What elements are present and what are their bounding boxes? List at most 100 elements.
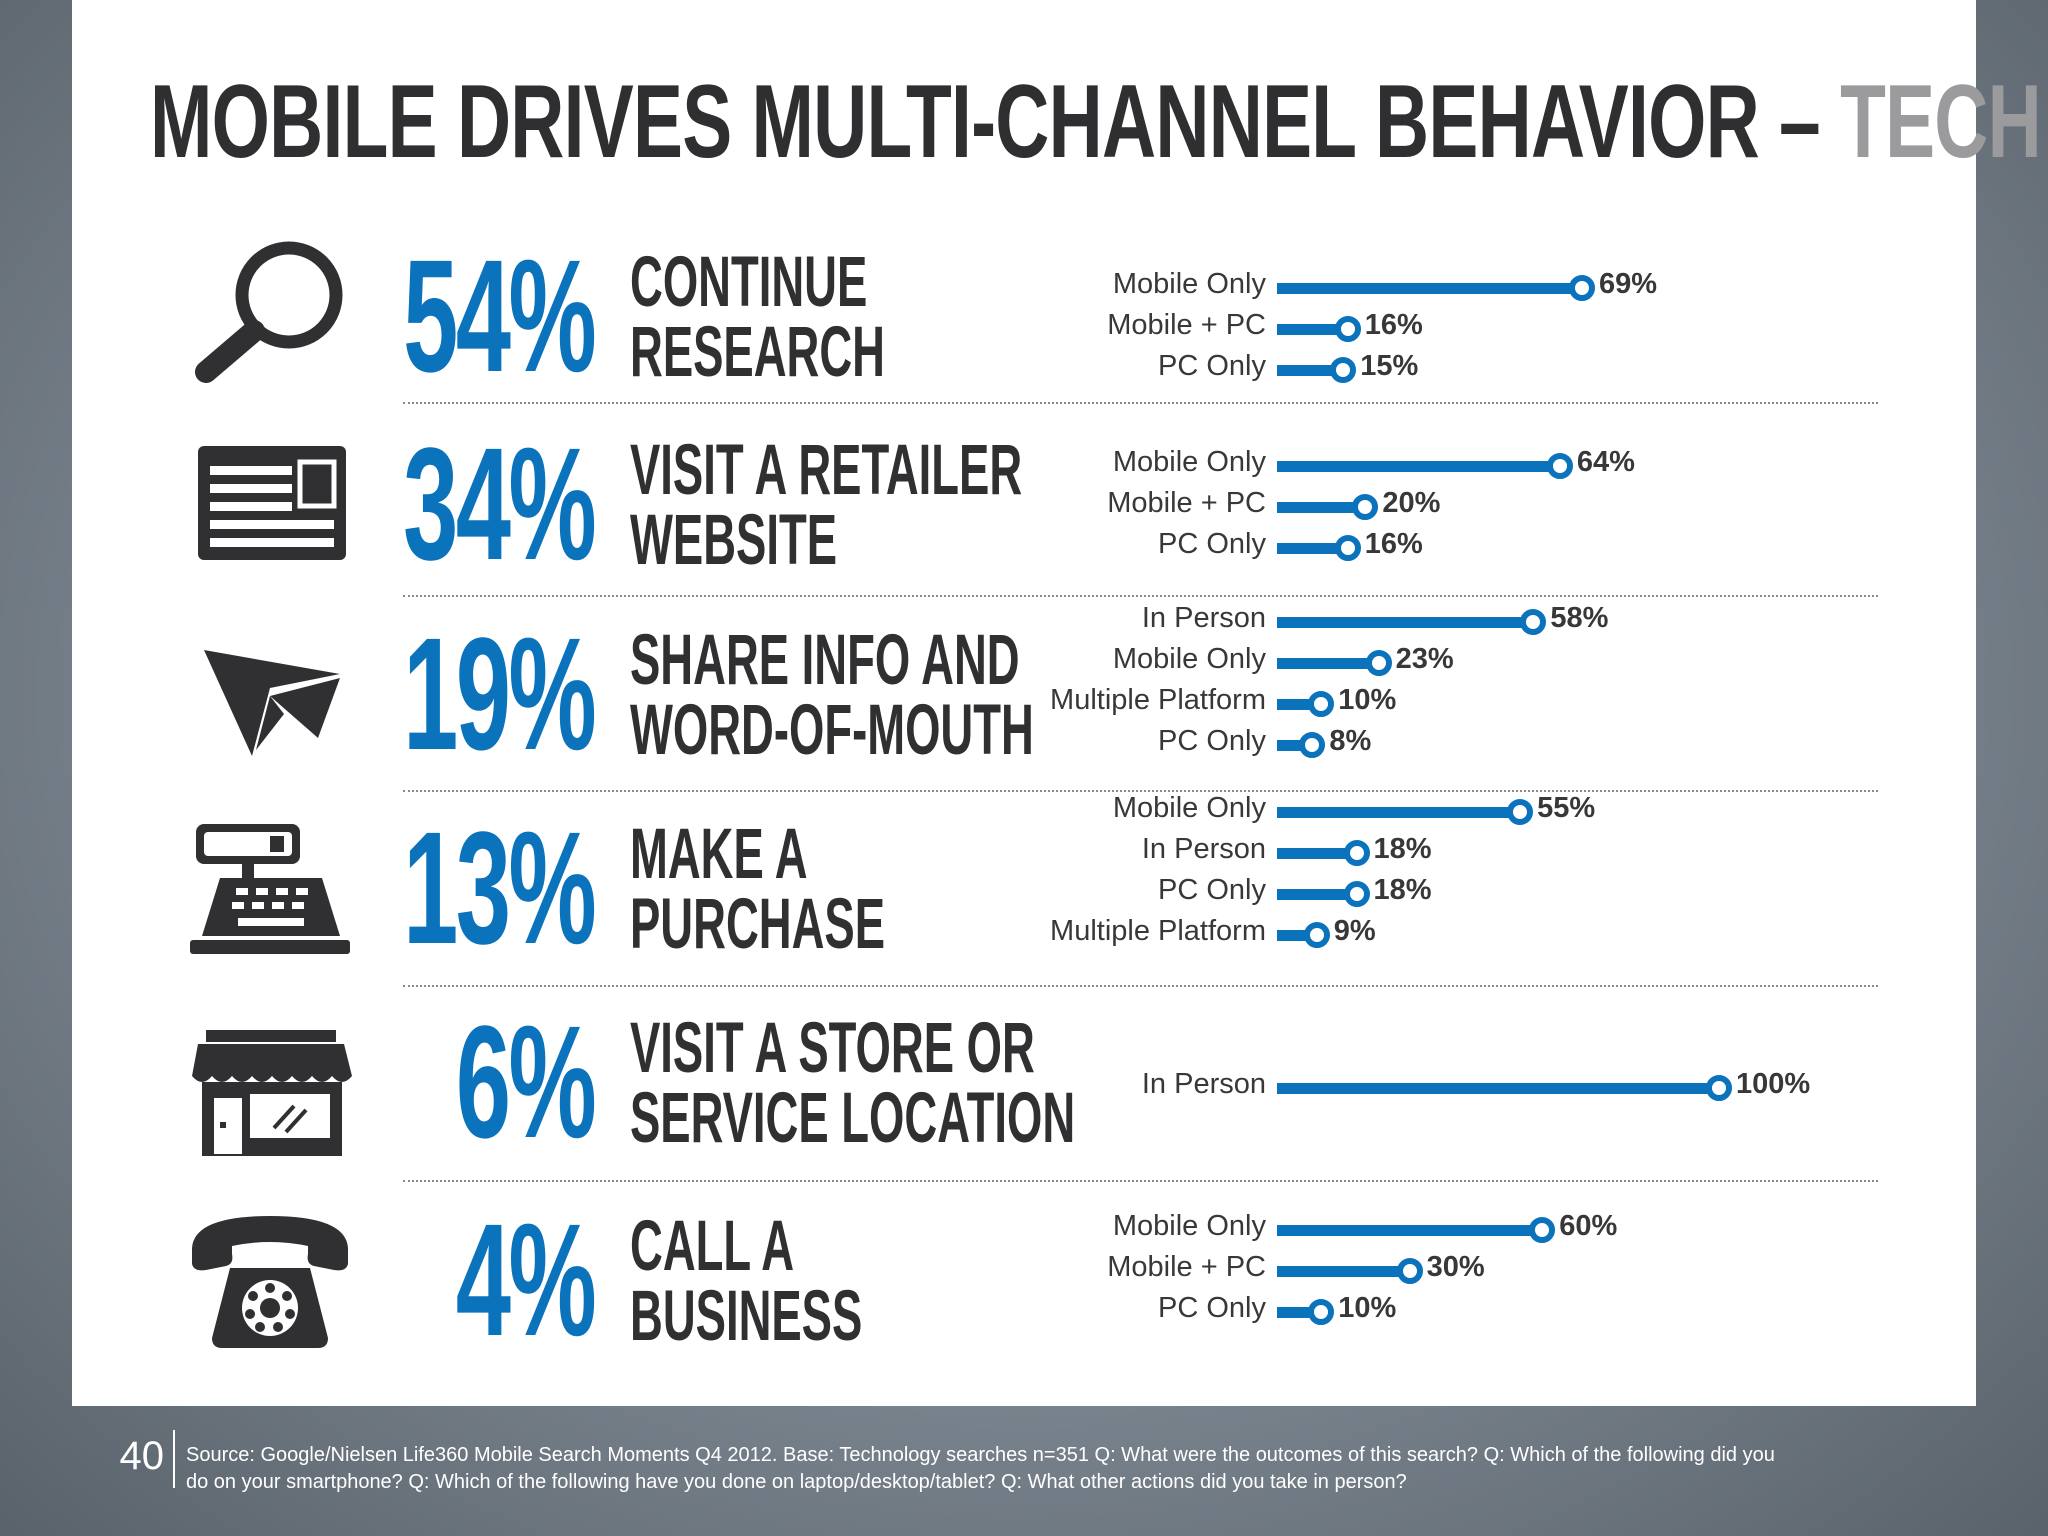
bar-category-label: Mobile + PC	[1107, 1251, 1266, 1283]
stat-percent: 6%	[455, 992, 597, 1171]
cash-register-icon	[190, 818, 360, 968]
bar-category-label: Mobile Only	[1112, 792, 1266, 824]
magnifier-icon	[190, 236, 360, 386]
bar-value-label: 55%	[1537, 792, 1596, 824]
source-note: Source: Google/Nielsen Life360 Mobile Se…	[186, 1442, 1976, 1496]
title-main: MOBILE DRIVES MULTI-CHANNEL BEHAVIOR –	[150, 64, 1841, 180]
bar-end-marker	[1352, 494, 1379, 520]
bar-category-label: Mobile + PC	[1107, 487, 1266, 519]
action-line-2: BUSINESS	[630, 1277, 863, 1356]
bar-chart: Mobile Only 55% In Person 18% PC Only 18% Mult…	[0, 792, 2048, 1008]
bar	[1277, 1225, 1543, 1236]
bar-chart: Mobile Only 64% Mobile + PC 20% PC Only 16%	[0, 424, 2048, 624]
bar-value-label: 60%	[1559, 1210, 1618, 1242]
bar-end-marker	[1396, 1258, 1423, 1284]
stat-row-visit-website: 34% VISIT A RETAILER WEBSITE Mobile Only…	[0, 424, 2048, 584]
bar	[1277, 807, 1521, 818]
bar-value-label: 69%	[1598, 268, 1658, 300]
bar	[1277, 543, 1348, 554]
bar	[1277, 1083, 1719, 1094]
bar-value-label: 9%	[1333, 915, 1376, 947]
footer-divider	[173, 1430, 175, 1488]
bar-category-label: Mobile + PC	[1107, 309, 1266, 341]
bar-category-label: Mobile Only	[1112, 446, 1266, 478]
bar-value-label: 15%	[1360, 350, 1419, 382]
bar-chart: In Person 100%	[0, 1002, 2048, 1202]
bar-value-label: 64%	[1576, 446, 1635, 478]
bar-end-marker	[1308, 691, 1335, 717]
stat-action: CONTINUE RESEARCH	[630, 243, 931, 392]
bar	[1277, 617, 1534, 628]
bar-end-marker	[1308, 1299, 1335, 1325]
bar	[1277, 699, 1322, 710]
bar	[1277, 1307, 1322, 1318]
stat-percent: 4%	[455, 1190, 597, 1369]
bar-category-label: In Person	[1141, 1068, 1266, 1100]
bar-value-label: 8%	[1329, 725, 1372, 757]
bar-chart: Mobile Only 60% Mobile + PC 30% PC Only 10%	[0, 1200, 2048, 1400]
paper-plane-icon	[190, 634, 360, 784]
bar-end-marker	[1507, 799, 1534, 825]
action-line-2: RESEARCH	[630, 313, 886, 392]
stat-action: MAKE A PURCHASE	[630, 819, 931, 964]
bar	[1277, 889, 1357, 900]
bar	[1277, 365, 1344, 376]
storefront-icon	[190, 1024, 360, 1174]
bar-chart: In Person 58% Mobile Only 23% Multiple Platf…	[0, 602, 2048, 814]
bar-value-label: 100%	[1736, 1068, 1811, 1100]
bar	[1277, 930, 1317, 941]
bar-category-label: Mobile Only	[1112, 268, 1266, 300]
bar-category-label: PC Only	[1158, 1292, 1266, 1324]
stat-row-call-business: 4% CALL A BUSINESS Mobile Only 60% Mobile …	[0, 1200, 2048, 1360]
action-line-2: WEBSITE	[630, 501, 838, 580]
bar-value-label: 20%	[1382, 487, 1441, 519]
bar-category-label: In Person	[1141, 602, 1266, 634]
row-separator	[403, 595, 1878, 597]
bar-category-label: Multiple Platform	[1050, 915, 1266, 947]
bar	[1277, 740, 1313, 751]
bar-end-marker	[1334, 316, 1361, 342]
bar-category-label: PC Only	[1158, 528, 1266, 560]
row-separator	[403, 790, 1878, 792]
bar-category-label: Mobile Only	[1112, 643, 1266, 675]
bar-end-marker	[1334, 535, 1361, 561]
bar-category-label: PC Only	[1158, 350, 1266, 382]
bar-value-label: 30%	[1426, 1251, 1485, 1283]
slide-title: MOBILE DRIVES MULTI-CHANNEL BEHAVIOR – T…	[150, 62, 2042, 182]
row-separator	[403, 1180, 1878, 1182]
bar-value-label: 58%	[1550, 602, 1609, 634]
bar	[1277, 658, 1379, 669]
bar-end-marker	[1706, 1075, 1732, 1101]
stat-row-continue-research: 54% CONTINUE RESEARCH Mobile Only 69% Mobi…	[0, 236, 2048, 396]
bar-end-marker	[1568, 275, 1595, 301]
bar-category-label: PC Only	[1158, 874, 1266, 906]
bar-end-marker	[1303, 922, 1330, 948]
stat-action: CALL A BUSINESS	[630, 1211, 931, 1356]
telephone-icon	[190, 1208, 360, 1358]
bar	[1277, 502, 1366, 513]
page-number: 40	[119, 1434, 165, 1478]
bar-category-label: Multiple Platform	[1050, 684, 1266, 716]
bar-end-marker	[1546, 453, 1573, 479]
row-separator	[403, 402, 1878, 404]
bar-value-label: 23%	[1395, 643, 1454, 675]
row-separator	[403, 985, 1878, 987]
bar-end-marker	[1520, 609, 1547, 635]
bar	[1277, 283, 1582, 294]
bar-category-label: Mobile Only	[1112, 1210, 1266, 1242]
bar-end-marker	[1343, 840, 1370, 866]
action-line-2: PURCHASE	[630, 885, 886, 964]
bar-value-label: 16%	[1364, 528, 1423, 560]
bar-chart: Mobile Only 69% Mobile + PC 16% PC Only 15%	[0, 236, 2048, 436]
stat-row-make-purchase: 13% MAKE A PURCHASE Mobile Only 55% In Per…	[0, 792, 2048, 978]
website-icon	[190, 432, 360, 582]
title-highlight: TECH	[1840, 64, 2042, 180]
bar	[1277, 1266, 1410, 1277]
bar-value-label: 18%	[1373, 833, 1432, 865]
stat-percent: 54%	[402, 226, 597, 405]
bar-category-label: PC Only	[1158, 725, 1266, 757]
bar-end-marker	[1343, 881, 1370, 907]
bar-value-label: 10%	[1338, 1292, 1397, 1324]
action-line-1: CONTINUE	[630, 243, 868, 322]
stat-row-visit-store: 6% VISIT A STORE OR SERVICE LOCATION In …	[0, 1002, 2048, 1162]
